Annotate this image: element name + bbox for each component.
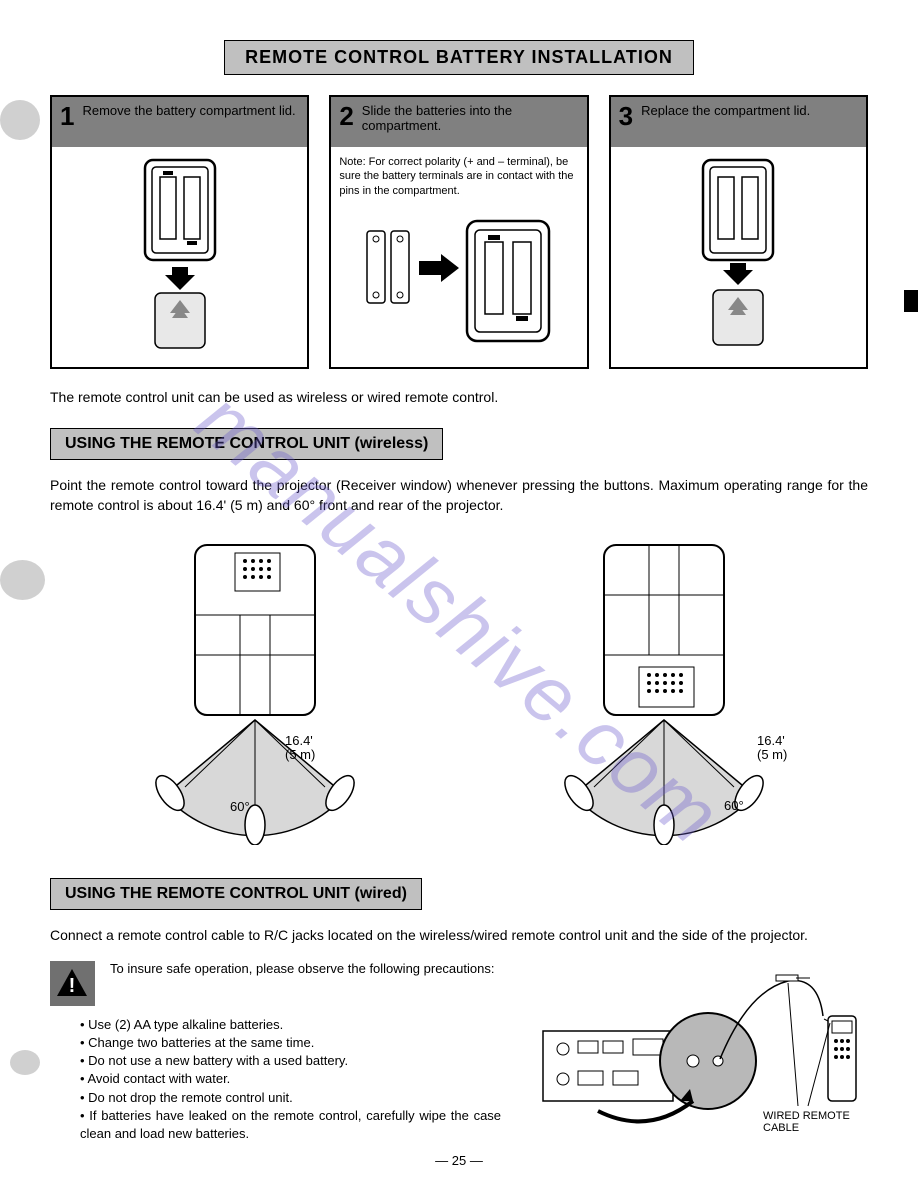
angle-label: 60° (724, 798, 744, 813)
battery-steps-row: 1 Remove the battery compartment lid. 2 … (50, 95, 868, 369)
step-note: Note: For correct polarity (+ and – term… (339, 155, 578, 198)
step1-illustration (120, 155, 240, 355)
step-number: 1 (60, 103, 74, 129)
page-title: REMOTE CONTROL BATTERY INSTALLATION (224, 40, 694, 75)
cable-label: WIRED REMOTE (763, 1110, 850, 1122)
step-header: 2 Slide the batteries into the compartme… (331, 97, 586, 147)
step-header: 1 Remove the battery compartment lid. (52, 97, 307, 147)
precaution-item: Do not use a new battery with a used bat… (80, 1052, 501, 1070)
scan-smudge (10, 1050, 40, 1075)
wireless-section-body: Point the remote control toward the proj… (50, 476, 868, 515)
range-label: (5 m) (757, 747, 787, 762)
step-header: 3 Replace the compartment lid. (611, 97, 866, 147)
range-label: 16.4' (285, 733, 313, 748)
step-body (611, 147, 866, 367)
step-body: Note: For correct polarity (+ and – term… (331, 147, 586, 367)
page-edge-tab (904, 290, 918, 312)
precaution-item: Do not drop the remote control unit. (80, 1089, 501, 1107)
range-label: (5 m) (285, 747, 315, 762)
svg-text:!: ! (69, 975, 76, 997)
intro-text: The remote control unit can be used as w… (50, 389, 868, 405)
step-body (52, 147, 307, 367)
warning-icon: ! (50, 961, 95, 1006)
wired-cable-illustration: WIRED REMOTE CABLE (538, 961, 868, 1131)
page-number: — 25 — (0, 1153, 918, 1168)
wireless-section-header: USING THE REMOTE CONTROL UNIT (wireless) (50, 428, 443, 460)
angle-label: 60° (230, 799, 250, 814)
step-panel-3: 3 Replace the compartment lid. (609, 95, 868, 369)
cable-diagram: WIRED REMOTE CABLE (521, 961, 868, 1134)
step2-illustration (359, 206, 559, 356)
wired-section-body: Connect a remote control cable to R/C ja… (50, 926, 868, 946)
precaution-item: Use (2) AA type alkaline batteries. (80, 1016, 501, 1034)
step-panel-2: 2 Slide the batteries into the compartme… (329, 95, 588, 369)
scan-smudge (0, 100, 40, 140)
projector-rear-diagram: 16.4' (5 m) 60° (504, 535, 824, 845)
precautions-intro: To insure safe operation, please observe… (110, 961, 494, 976)
step-text: Remove the battery compartment lid. (82, 103, 295, 118)
projector-front-diagram: 16.4' (5 m) 60° (95, 535, 415, 845)
range-label: 16.4' (757, 733, 785, 748)
precaution-item: If batteries have leaked on the remote c… (80, 1107, 501, 1143)
precaution-item: Avoid contact with water. (80, 1070, 501, 1088)
wired-section-header: USING THE REMOTE CONTROL UNIT (wired) (50, 878, 422, 910)
wired-content-row: ! To insure safe operation, please obser… (50, 961, 868, 1143)
step-text: Replace the compartment lid. (641, 103, 810, 118)
cable-label: CABLE (763, 1122, 799, 1131)
step-number: 2 (339, 103, 353, 129)
step-panel-1: 1 Remove the battery compartment lid. (50, 95, 309, 369)
step-text: Slide the batteries into the compartment… (362, 103, 579, 133)
step-number: 3 (619, 103, 633, 129)
scan-smudge (0, 560, 45, 600)
precautions-column: ! To insure safe operation, please obser… (50, 961, 501, 1143)
step3-illustration (678, 155, 798, 355)
precaution-item: Change two batteries at the same time. (80, 1034, 501, 1052)
projector-diagrams: 16.4' (5 m) 60° 16.4' (5 m) 60° (50, 530, 868, 850)
precautions-list: Use (2) AA type alkaline batteries. Chan… (50, 1016, 501, 1143)
